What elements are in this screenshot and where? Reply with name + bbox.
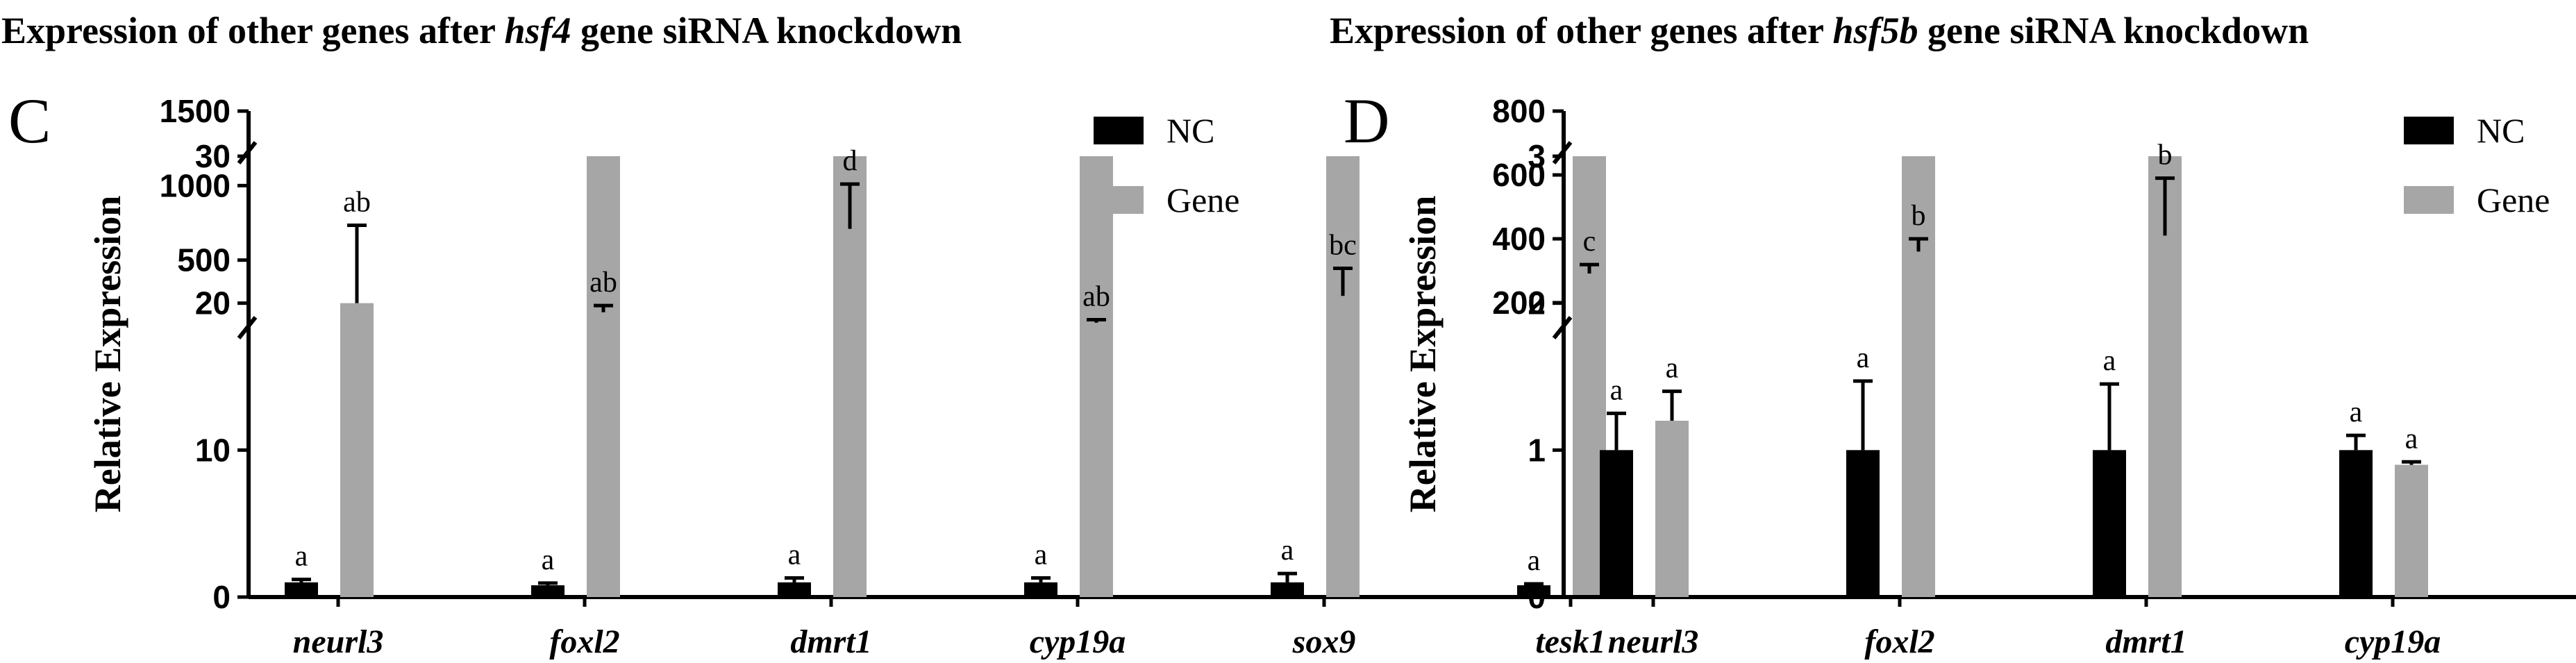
legend-label: Gene	[2477, 181, 2550, 219]
bar-gene-upper	[1573, 273, 1606, 335]
bar-nc	[285, 582, 318, 597]
x-tick-label: dmrt1	[790, 623, 871, 660]
significance-label: a	[1857, 342, 1870, 374]
bar-gene	[1655, 421, 1689, 597]
y-tick-label: 0	[212, 579, 231, 615]
chart-panel-c: Expression of other genes after hsf4 gen…	[1, 10, 1703, 660]
significance-label: bc	[1329, 229, 1357, 261]
y-axis-label: Relative Expression	[1402, 196, 1444, 513]
bar-nc	[1271, 582, 1304, 597]
significance-label: ab	[343, 186, 371, 218]
panel-label: C	[8, 85, 51, 156]
significance-label: a	[542, 544, 555, 576]
x-tick-label: neurl3	[1608, 623, 1699, 660]
y-axis-label: Relative Expression	[87, 196, 128, 513]
significance-label: b	[1912, 200, 1926, 232]
x-tick-label: cyp19a	[2345, 623, 2441, 660]
bar-nc	[1600, 450, 1633, 597]
axis-break-mark	[1552, 316, 1573, 339]
y-tick-label: 2	[1528, 285, 1546, 321]
significance-label: ab	[1082, 281, 1110, 313]
bar-gene	[1326, 156, 1360, 597]
significance-label: a	[1281, 535, 1294, 567]
significance-label: a	[1528, 545, 1541, 577]
bar-nc	[1846, 450, 1880, 597]
significance-label: a	[788, 539, 801, 571]
significance-label: ab	[589, 267, 617, 299]
y-tick-label: 10	[195, 432, 231, 468]
bar-gene-upper	[1326, 296, 1360, 335]
significance-label: a	[2103, 345, 2116, 377]
y-tick-label: 400	[1492, 221, 1546, 257]
chart-panel-d: Expression of other genes after hsf5b ge…	[1330, 10, 2576, 660]
legend-swatch-nc	[1094, 117, 1144, 144]
legend-swatch-nc	[2404, 117, 2454, 144]
significance-label: d	[843, 145, 858, 177]
significance-label: c	[1583, 226, 1596, 258]
y-tick-label: 20	[195, 285, 231, 321]
bar-gene-upper	[833, 228, 867, 335]
y-tick-label: 1500	[160, 93, 231, 129]
y-tick-label: 1	[1528, 432, 1546, 468]
bar-gene-upper	[2148, 235, 2182, 335]
legend-swatch-gene	[2404, 186, 2454, 214]
y-tick-label: 1000	[160, 167, 231, 203]
bar-nc	[1517, 585, 1550, 597]
x-tick-label: dmrt1	[2105, 623, 2186, 660]
significance-label: a	[1666, 353, 1679, 385]
y-tick-label: 200	[1492, 285, 1546, 321]
bar-nc	[778, 582, 811, 597]
bar-nc	[1024, 582, 1057, 597]
x-tick-label: neurl3	[293, 623, 384, 660]
bar-gene-upper	[587, 312, 620, 335]
bar-nc	[2339, 450, 2373, 597]
legend-swatch-gene	[1094, 186, 1144, 214]
bar-gene	[2395, 464, 2428, 597]
y-tick-label: 3	[1528, 138, 1546, 174]
x-tick-label: sox9	[1292, 623, 1356, 660]
axis-break-mark	[1552, 141, 1573, 165]
significance-label: a	[2350, 396, 2363, 428]
panel-label: D	[1344, 85, 1389, 156]
bar-nc	[531, 585, 564, 597]
y-tick-label: 600	[1492, 157, 1546, 193]
bar-gene-upper	[1902, 251, 1935, 335]
bar-gene	[1080, 156, 1113, 597]
bar-gene-upper	[1080, 322, 1113, 335]
significance-label: a	[1035, 539, 1048, 571]
x-tick-label: tesk1	[1535, 623, 1605, 660]
bar-gene	[587, 156, 620, 597]
legend-label: NC	[2477, 111, 2525, 150]
bar-gene	[340, 303, 374, 597]
significance-label: a	[1610, 374, 1623, 406]
x-tick-label: cyp19a	[1030, 623, 1126, 660]
bar-gene	[1902, 156, 1935, 597]
legend-label: NC	[1166, 111, 1214, 150]
significance-label: a	[2405, 423, 2418, 455]
chart-title: Expression of other genes after hsf4 gen…	[1, 10, 962, 51]
x-tick-label: foxl2	[549, 623, 619, 660]
x-tick-label: foxl2	[1864, 623, 1934, 660]
legend-label: Gene	[1166, 181, 1240, 219]
significance-label: a	[295, 541, 308, 573]
y-tick-label: 30	[195, 138, 231, 174]
axis-break-mark	[237, 141, 258, 165]
y-tick-label: 800	[1492, 93, 1546, 129]
significance-label: b	[2158, 140, 2173, 171]
bar-nc	[2093, 450, 2126, 597]
y-tick-label: 0	[1528, 579, 1546, 615]
axis-break-mark	[237, 316, 258, 339]
chart-title: Expression of other genes after hsf5b ge…	[1330, 10, 2309, 51]
y-tick-label: 500	[177, 242, 231, 278]
